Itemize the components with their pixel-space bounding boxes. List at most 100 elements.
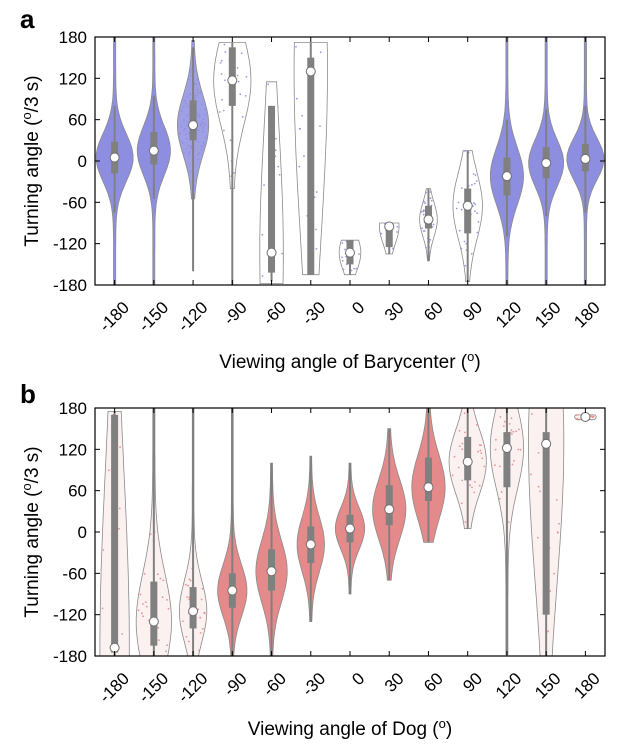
data-point — [354, 520, 357, 523]
data-point — [150, 107, 153, 110]
data-point — [568, 159, 571, 161]
data-point — [432, 449, 434, 452]
data-point — [278, 173, 281, 176]
data-point — [200, 148, 203, 151]
data-point — [305, 576, 308, 578]
median-marker — [462, 200, 473, 211]
data-point — [392, 247, 394, 250]
data-point — [300, 534, 303, 536]
iqr-box — [464, 188, 472, 234]
data-point — [166, 140, 168, 143]
violin-60 — [419, 188, 438, 262]
data-point — [547, 206, 550, 209]
data-point — [430, 510, 433, 513]
data-point — [558, 169, 561, 172]
data-point — [461, 479, 464, 482]
violin-30 — [379, 221, 400, 255]
data-point — [509, 229, 511, 231]
data-point — [453, 455, 456, 458]
data-point — [198, 649, 200, 652]
data-point — [433, 446, 435, 449]
data-point — [107, 160, 110, 163]
y-tick-label: 0 — [78, 523, 87, 542]
data-point — [204, 136, 206, 139]
data-point — [355, 548, 358, 551]
data-point — [199, 616, 202, 619]
data-point — [375, 500, 377, 503]
data-point — [229, 608, 232, 610]
data-point — [494, 464, 496, 467]
data-point — [320, 541, 323, 544]
data-point — [354, 523, 357, 526]
data-point — [316, 551, 319, 554]
data-point — [120, 141, 122, 144]
data-point — [382, 551, 385, 553]
y-tick-label: -60 — [62, 193, 87, 212]
data-point — [494, 181, 497, 183]
data-point — [498, 194, 500, 197]
data-point — [161, 169, 164, 172]
data-point — [461, 442, 464, 445]
data-point — [140, 164, 143, 167]
data-point — [319, 548, 322, 551]
data-point — [543, 130, 545, 133]
data-point — [380, 507, 383, 510]
data-point — [570, 145, 573, 148]
data-point — [513, 204, 516, 207]
data-point — [187, 144, 189, 147]
data-point — [165, 650, 167, 653]
data-point — [512, 430, 515, 433]
data-point — [221, 591, 223, 594]
data-point — [380, 232, 383, 235]
data-point — [186, 124, 189, 126]
data-point — [239, 603, 242, 606]
data-point — [492, 184, 495, 187]
data-point — [504, 142, 507, 144]
data-point — [283, 571, 286, 574]
data-point — [396, 538, 399, 540]
data-point — [316, 537, 319, 539]
data-point — [586, 134, 589, 136]
data-point — [222, 109, 225, 112]
y-tick-label: -180 — [53, 647, 87, 666]
data-point — [156, 170, 159, 173]
data-point — [353, 498, 355, 500]
data-point — [187, 77, 190, 80]
data-point — [342, 268, 345, 271]
data-point — [420, 464, 423, 467]
data-point — [141, 612, 143, 615]
data-point — [575, 152, 578, 155]
data-point — [338, 536, 341, 539]
data-point — [183, 129, 185, 132]
data-point — [226, 584, 229, 587]
data-point — [101, 159, 104, 162]
data-point — [304, 554, 307, 557]
data-point — [500, 185, 502, 187]
data-point — [151, 187, 154, 190]
data-point — [120, 136, 123, 139]
data-point — [143, 138, 146, 141]
data-point — [166, 599, 168, 601]
data-point — [595, 151, 598, 154]
data-point — [240, 594, 243, 596]
data-point — [127, 165, 130, 167]
data-point — [537, 485, 540, 488]
data-point — [342, 506, 345, 509]
data-point — [235, 558, 238, 561]
data-point — [424, 441, 427, 444]
data-point — [503, 137, 506, 140]
data-point — [148, 164, 151, 167]
data-point — [509, 137, 512, 140]
data-point — [573, 169, 575, 172]
data-point — [318, 529, 320, 531]
data-point — [461, 448, 464, 451]
data-point — [219, 591, 222, 593]
y-tick-label: 120 — [59, 440, 87, 459]
data-point — [496, 196, 498, 199]
data-point — [548, 191, 551, 194]
data-point — [279, 591, 282, 593]
x-tick-label: -150 — [135, 298, 172, 335]
data-point — [117, 140, 120, 143]
data-point — [156, 573, 159, 576]
